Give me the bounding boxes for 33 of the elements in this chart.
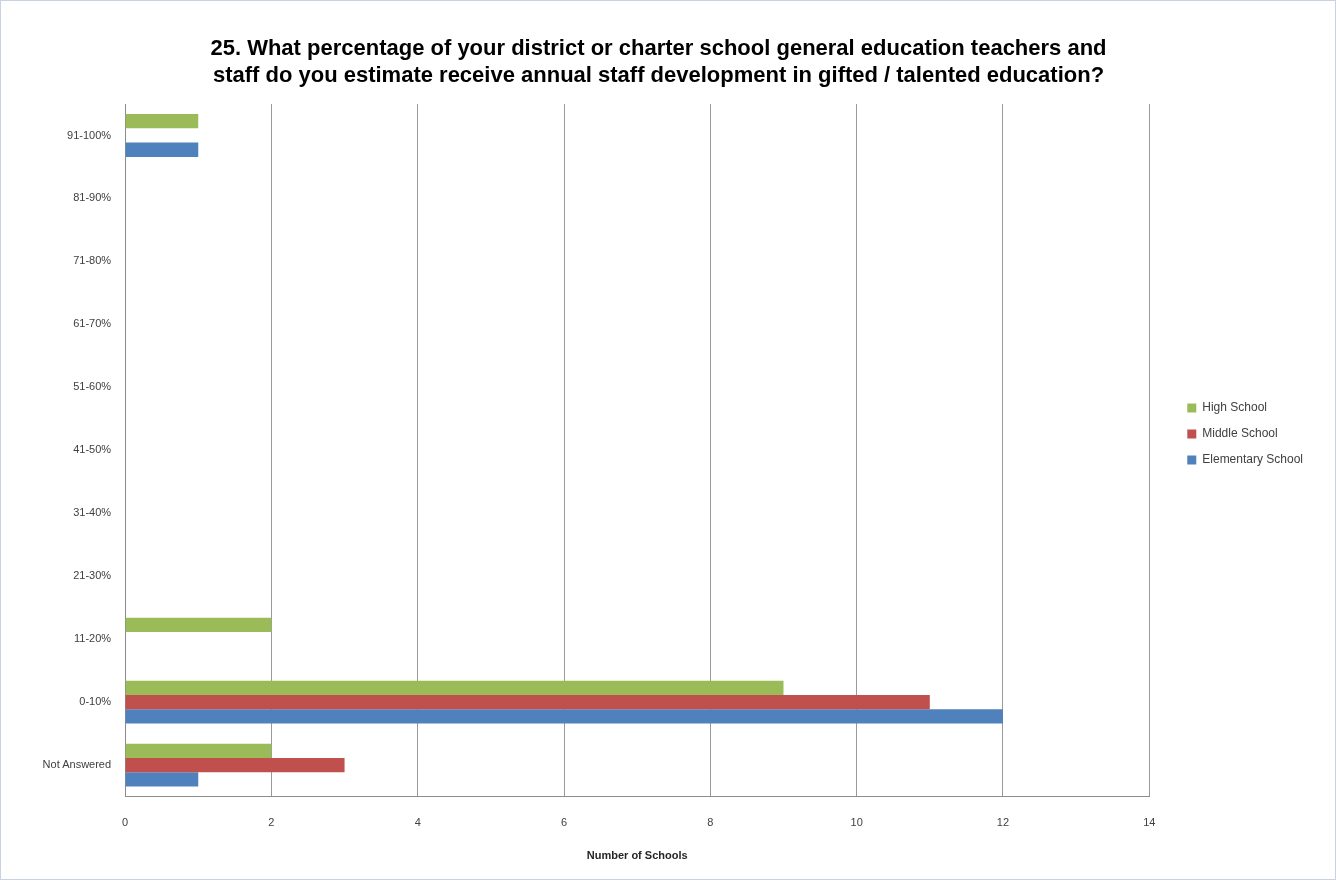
- legend-label: Middle School: [1202, 426, 1278, 441]
- bar: [125, 772, 199, 787]
- y-tick-label: 31-40%: [73, 506, 112, 519]
- x-tick-label: 0: [122, 816, 129, 829]
- bar: [125, 114, 199, 129]
- y-tick-label: 51-60%: [73, 380, 112, 393]
- legend-label: Elementary School: [1202, 452, 1303, 467]
- y-tick-label: 61-70%: [73, 317, 112, 330]
- y-tick-label: 91-100%: [67, 128, 112, 141]
- y-tick-label: 81-90%: [73, 191, 112, 204]
- bar: [125, 743, 272, 758]
- x-tick-label: 2: [268, 816, 275, 829]
- y-tick-label: 11-20%: [73, 632, 112, 645]
- x-tick-label: 4: [414, 816, 421, 829]
- x-tick-label: 12: [996, 816, 1010, 829]
- bar: [125, 757, 345, 773]
- x-tick-label: 10: [850, 816, 863, 829]
- x-tick-label: 8: [707, 816, 714, 829]
- bar: [125, 709, 1003, 724]
- x-tick-label: 6: [560, 816, 568, 829]
- bar: [125, 142, 199, 157]
- y-tick-label: 71-80%: [73, 254, 112, 267]
- bar: [125, 617, 272, 633]
- y-tick-label: 0-10%: [79, 695, 112, 708]
- y-tick-label: Not Answered: [42, 758, 112, 771]
- x-axis-title: Number of Schools: [586, 849, 688, 862]
- bar: [125, 695, 930, 710]
- y-tick-label: 21-30%: [73, 569, 112, 582]
- y-tick-label: 41-50%: [73, 443, 112, 456]
- x-tick-label: 14: [1143, 816, 1156, 829]
- chart-title: 25. What percentage of your district or charter school general education teachers and staff do you estimate receive annual staff development in gifted / talented education?: [210, 34, 1107, 88]
- legend-label: High School: [1202, 400, 1267, 415]
- bar: [125, 680, 784, 696]
